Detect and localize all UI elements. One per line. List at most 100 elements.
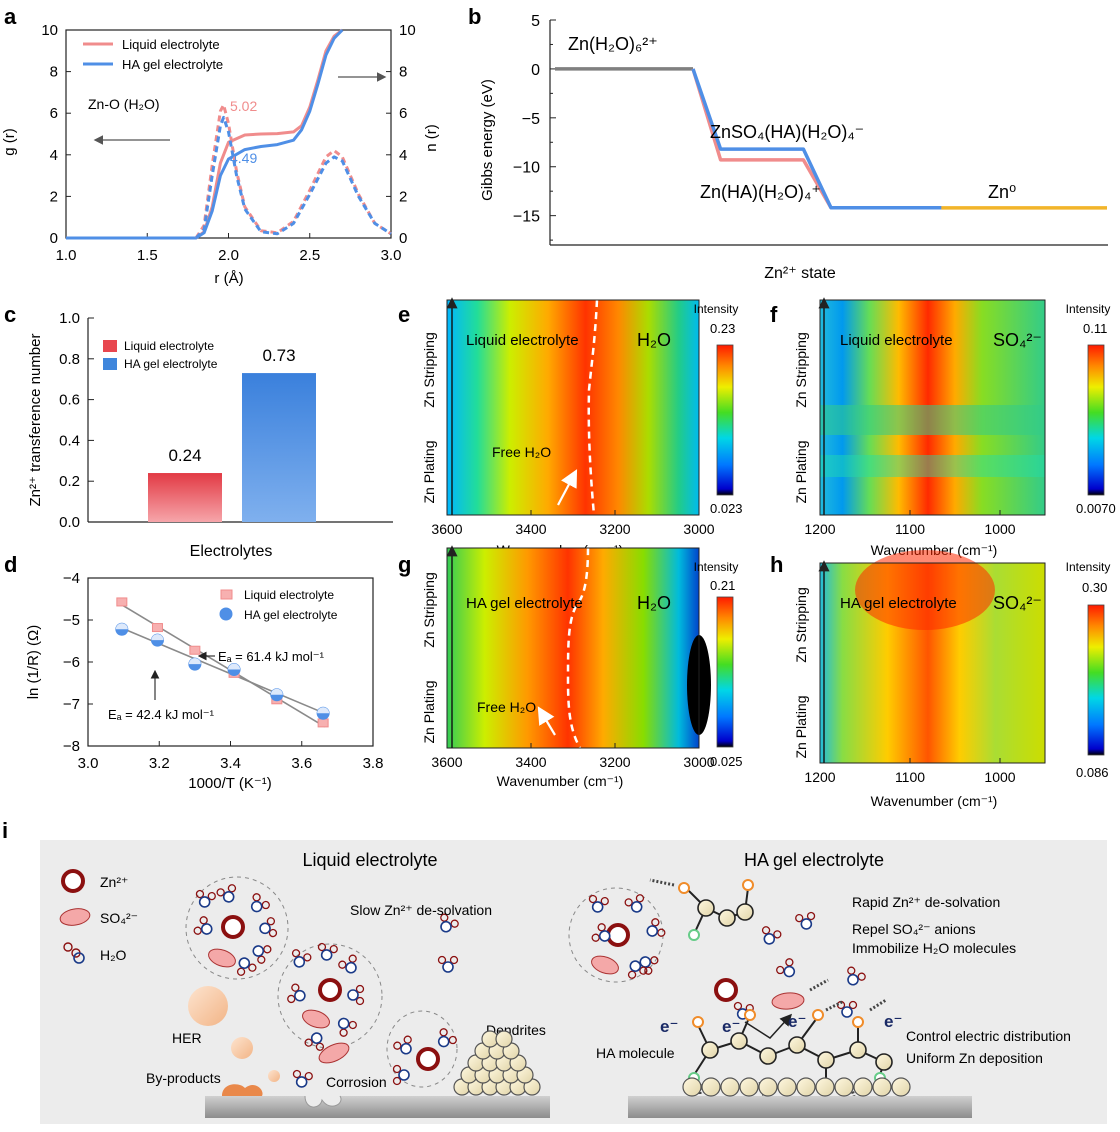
hydrogen-atom — [440, 913, 449, 922]
water-molecule-icon — [63, 942, 85, 964]
electron-label: e⁻ — [722, 1017, 740, 1036]
uniform-zn-layer — [682, 1077, 911, 1097]
oxygen-atom — [295, 1076, 308, 1088]
zn-ion — [714, 978, 738, 1002]
y-axis-label: Zn²⁺ transference number — [27, 334, 44, 507]
y-tick-label: 0.6 — [59, 392, 80, 409]
y-axis-label: Gibbs energy (eV) — [479, 79, 496, 201]
panel-letter-f: f — [770, 302, 778, 327]
series-lines — [555, 67, 1107, 210]
legend-h2o: H₂O — [100, 947, 127, 963]
panel-letter-e: e — [398, 302, 410, 327]
y-tick-label-left: 10 — [41, 22, 58, 39]
ha-functional-group — [744, 1009, 756, 1021]
y-tick-label-right: 2 — [399, 188, 407, 205]
ha-backbone-node — [788, 1036, 806, 1054]
zn-deposit-sphere — [777, 1077, 797, 1097]
x-axis-label: 1000/T (K⁻¹) — [188, 775, 272, 792]
y-axis-label-left: g (r) — [1, 128, 18, 156]
ha-backbone-node — [849, 1041, 867, 1059]
water-molecule — [437, 955, 459, 973]
state-label-znso4: ZnSO₄(HA)(H₂O)₄⁻ — [710, 122, 864, 142]
data-point-liquid — [151, 623, 163, 633]
hydrogen-atom — [348, 954, 357, 963]
y-tick-label: −4 — [63, 570, 80, 587]
legend-label-liquid: Liquid electrolyte — [122, 37, 220, 52]
hydrogen-atom — [355, 984, 365, 994]
zn-deposit-sphere — [815, 1077, 835, 1097]
free-water-trace — [566, 547, 590, 749]
x-axis-label: Electrolytes — [190, 543, 273, 560]
zn-deposit-sphere — [720, 1077, 740, 1097]
oxygen-atom — [345, 961, 357, 974]
hydrogen-atom — [193, 926, 202, 935]
water-molecule — [627, 960, 648, 979]
water-molecule — [761, 926, 782, 945]
x-ticks: 1200 1100 1000 — [804, 758, 1016, 785]
oxygen-atom — [800, 918, 813, 930]
bar-value-label: 0.24 — [168, 446, 201, 465]
colorbar-label: Intensity — [694, 560, 739, 574]
data-point-gel-half — [228, 663, 241, 670]
oxygen-atom — [293, 956, 306, 968]
y-tick-label: −6 — [63, 654, 80, 671]
state-label-zn0: Zn⁰ — [988, 182, 1016, 202]
annotation-free-water: Free H₂O — [492, 444, 551, 460]
water-molecule — [437, 1028, 457, 1048]
zn-deposit-sphere — [796, 1077, 816, 1097]
panel-i: i Liquid electrolyte HA gel electrolyte … — [2, 818, 1107, 1124]
hydrogen-atom — [449, 955, 459, 965]
solvation-shell — [185, 876, 289, 980]
colorbar-min: 0.025 — [710, 754, 743, 769]
panel-h: h HA gel electrolyte SO₄²⁻ Zn Stripping … — [770, 550, 1110, 809]
oxygen-atom — [400, 1042, 412, 1055]
data-point-gel-half — [270, 688, 283, 695]
data-point-gel-half — [151, 634, 164, 641]
oxygen-atom — [294, 989, 306, 1002]
water-molecule — [291, 949, 312, 968]
water-molecule — [624, 894, 645, 913]
cn-label-liquid: 5.02 — [230, 98, 257, 114]
hydrogen-atom — [644, 966, 653, 975]
y-tick-label-right: 6 — [399, 105, 407, 122]
y-tick-label-right: 8 — [399, 64, 407, 81]
ha-functional-group — [852, 1016, 864, 1028]
colorbar-max: 0.30 — [1082, 580, 1107, 595]
panel-a: a 1.0 1.5 2.0 2.5 3.00 02 24 46 68 810 10 g (r) n … — [1, 4, 440, 287]
panel-b: b 5 0 −5 −10 −15 Gibbs energy (eV) Zn²⁺ stat… — [468, 4, 1108, 282]
x-tick-label: 2.5 — [299, 247, 320, 264]
label-slow-desolvation: Slow Zn²⁺ de-solvation — [350, 902, 492, 918]
zn-anode-left — [205, 1096, 550, 1118]
hydrogen-atom — [291, 949, 301, 958]
zn-anode-right — [628, 1096, 972, 1118]
x-axis-label: Wavenumber (cm⁻¹) — [497, 773, 624, 789]
zn-ion — [416, 1047, 440, 1071]
data-point-liquid — [189, 645, 201, 655]
y-tick-label-right: 10 — [399, 22, 416, 39]
oxygen-atom — [250, 900, 263, 913]
zn-ion-icon — [61, 869, 85, 893]
ha-backbone-node — [701, 1041, 719, 1059]
colorbar — [716, 344, 734, 496]
water-molecule — [216, 884, 237, 903]
corrosion-pit — [304, 1095, 342, 1108]
hydrogen-atom — [304, 1071, 313, 1081]
y-tick-label: −10 — [513, 160, 540, 177]
colorbar — [716, 596, 734, 748]
oxygen-atom — [440, 920, 452, 933]
bars: 0.24 0.73 — [148, 346, 316, 522]
x-ticks: 3600 3400 3200 3000 — [431, 743, 715, 770]
electron-label: e⁻ — [660, 1017, 678, 1036]
ha-backbone-node — [759, 1047, 777, 1065]
sulfate-ion — [208, 948, 236, 968]
label-immobilize: Immobilize H₂O molecules — [852, 940, 1016, 956]
x-ticks: 3600 3400 3200 3000 — [431, 510, 715, 537]
data-point-gel-half — [115, 623, 128, 630]
annotation-zn-o: Zn-O (H₂O) — [88, 96, 160, 112]
water-molecule — [259, 917, 278, 938]
colorbar-min: 0.023 — [710, 501, 743, 516]
panel-letter-a: a — [4, 4, 17, 29]
state-label-znha: Zn(HA)(H₂O)₄⁺ — [700, 182, 821, 202]
hydrogen-atom — [857, 972, 866, 981]
y-axis-label: ln (1/R) (Ω) — [25, 625, 42, 700]
